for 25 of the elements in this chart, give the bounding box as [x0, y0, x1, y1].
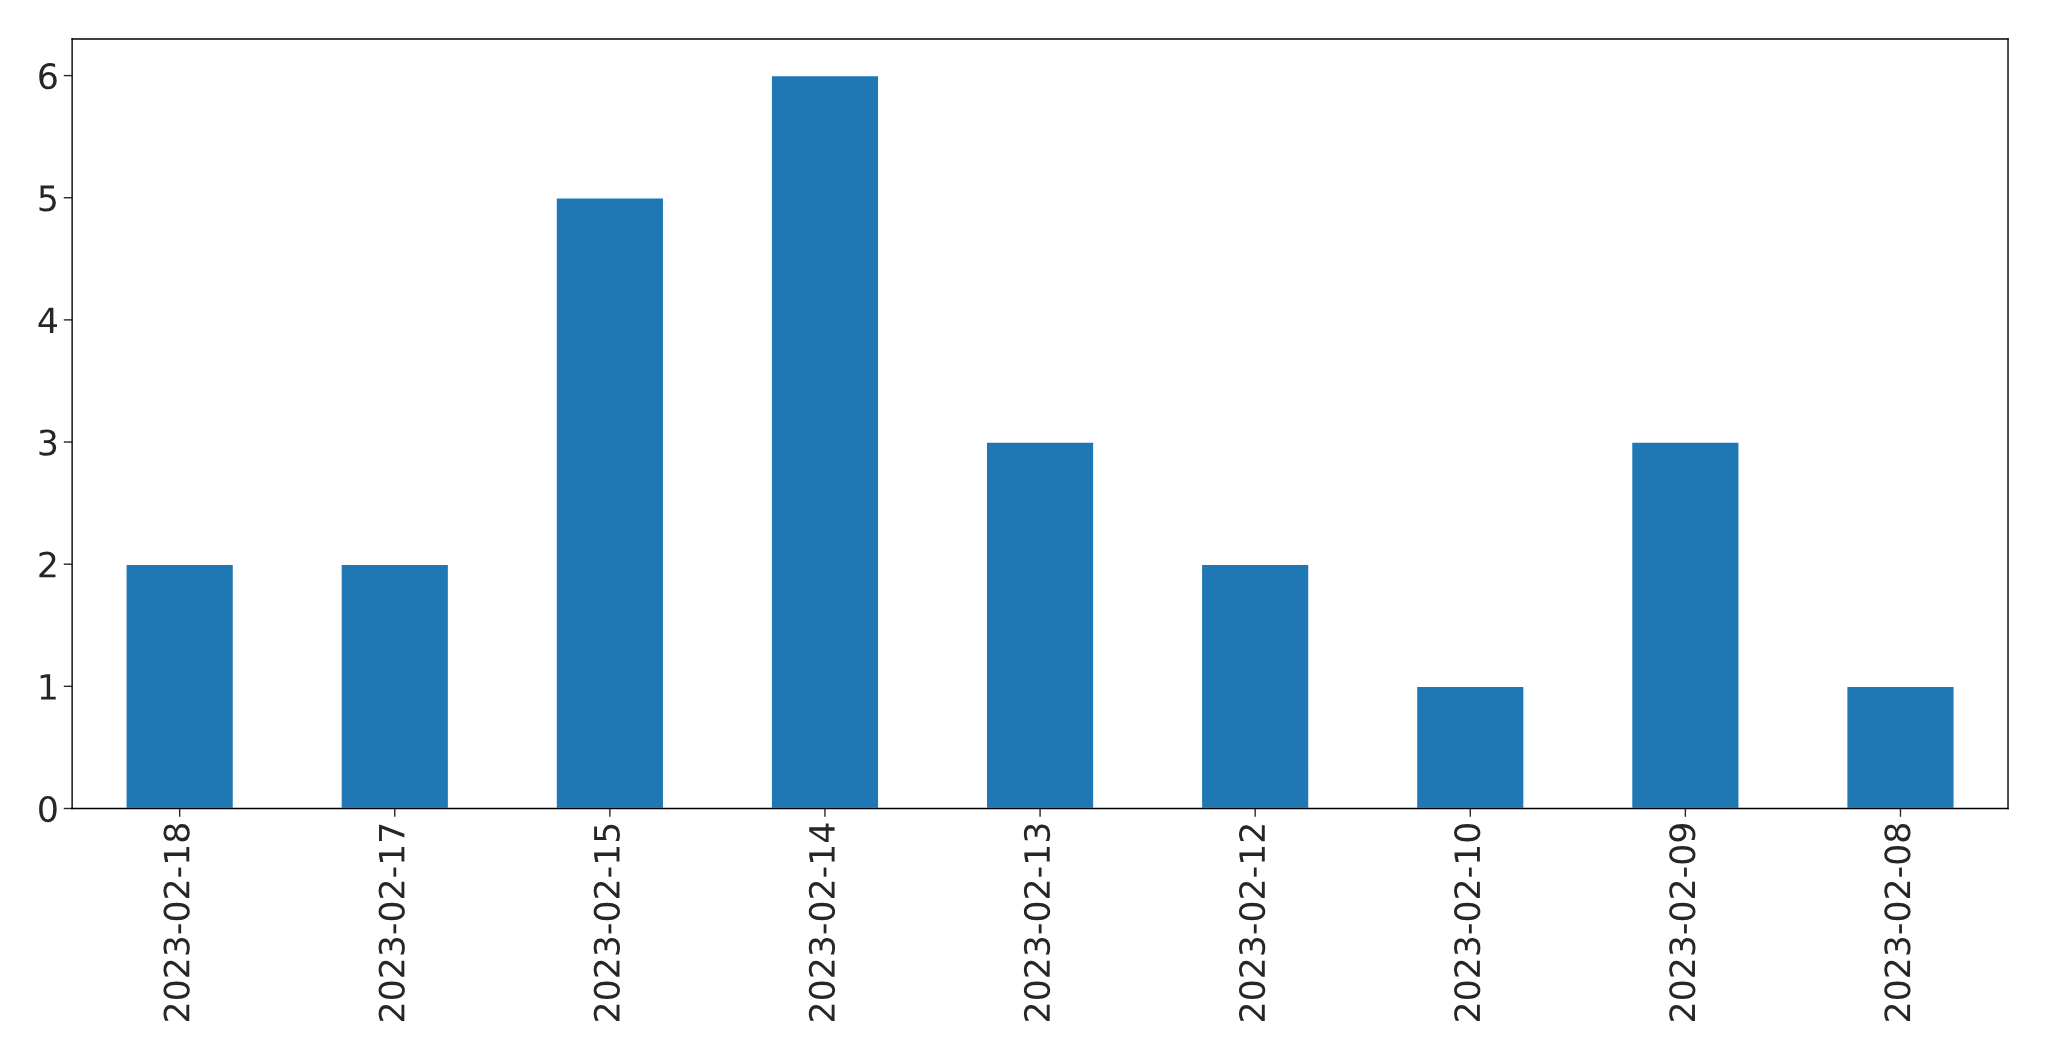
bar	[770, 74, 880, 809]
y-tick-label: 2	[39, 551, 56, 578]
y-tick-label: 4	[38, 307, 57, 334]
x-tick-label: 2023-02-15	[593, 824, 620, 1021]
x-tick-label: 2023-02-17	[378, 824, 405, 1021]
y-tick-label: 1	[40, 674, 56, 700]
bar	[1846, 685, 1955, 809]
y-tick-label: 3	[39, 429, 57, 456]
bar	[555, 197, 665, 809]
x-tick-label: 2023-02-10	[1454, 823, 1481, 1021]
x-tick-label: 2023-02-13	[1023, 824, 1051, 1021]
y-tick-label: 0	[39, 795, 57, 823]
x-tick-label: 2023-02-18	[163, 824, 190, 1021]
x-tick-label: 2023-02-08	[1884, 824, 1911, 1021]
bar	[1630, 441, 1740, 809]
bar	[1415, 685, 1525, 809]
x-tick-label: 2023-02-14	[808, 823, 836, 1021]
x-tick-label: 2023-02-12	[1238, 825, 1266, 1021]
y-tick-label: 6	[39, 63, 57, 90]
bar	[125, 563, 235, 809]
y-tick-label: 5	[39, 185, 56, 212]
x-tick-label: 2023-02-09	[1669, 824, 1696, 1021]
bar	[1200, 563, 1310, 809]
bar	[985, 441, 1095, 809]
bar	[340, 563, 450, 809]
